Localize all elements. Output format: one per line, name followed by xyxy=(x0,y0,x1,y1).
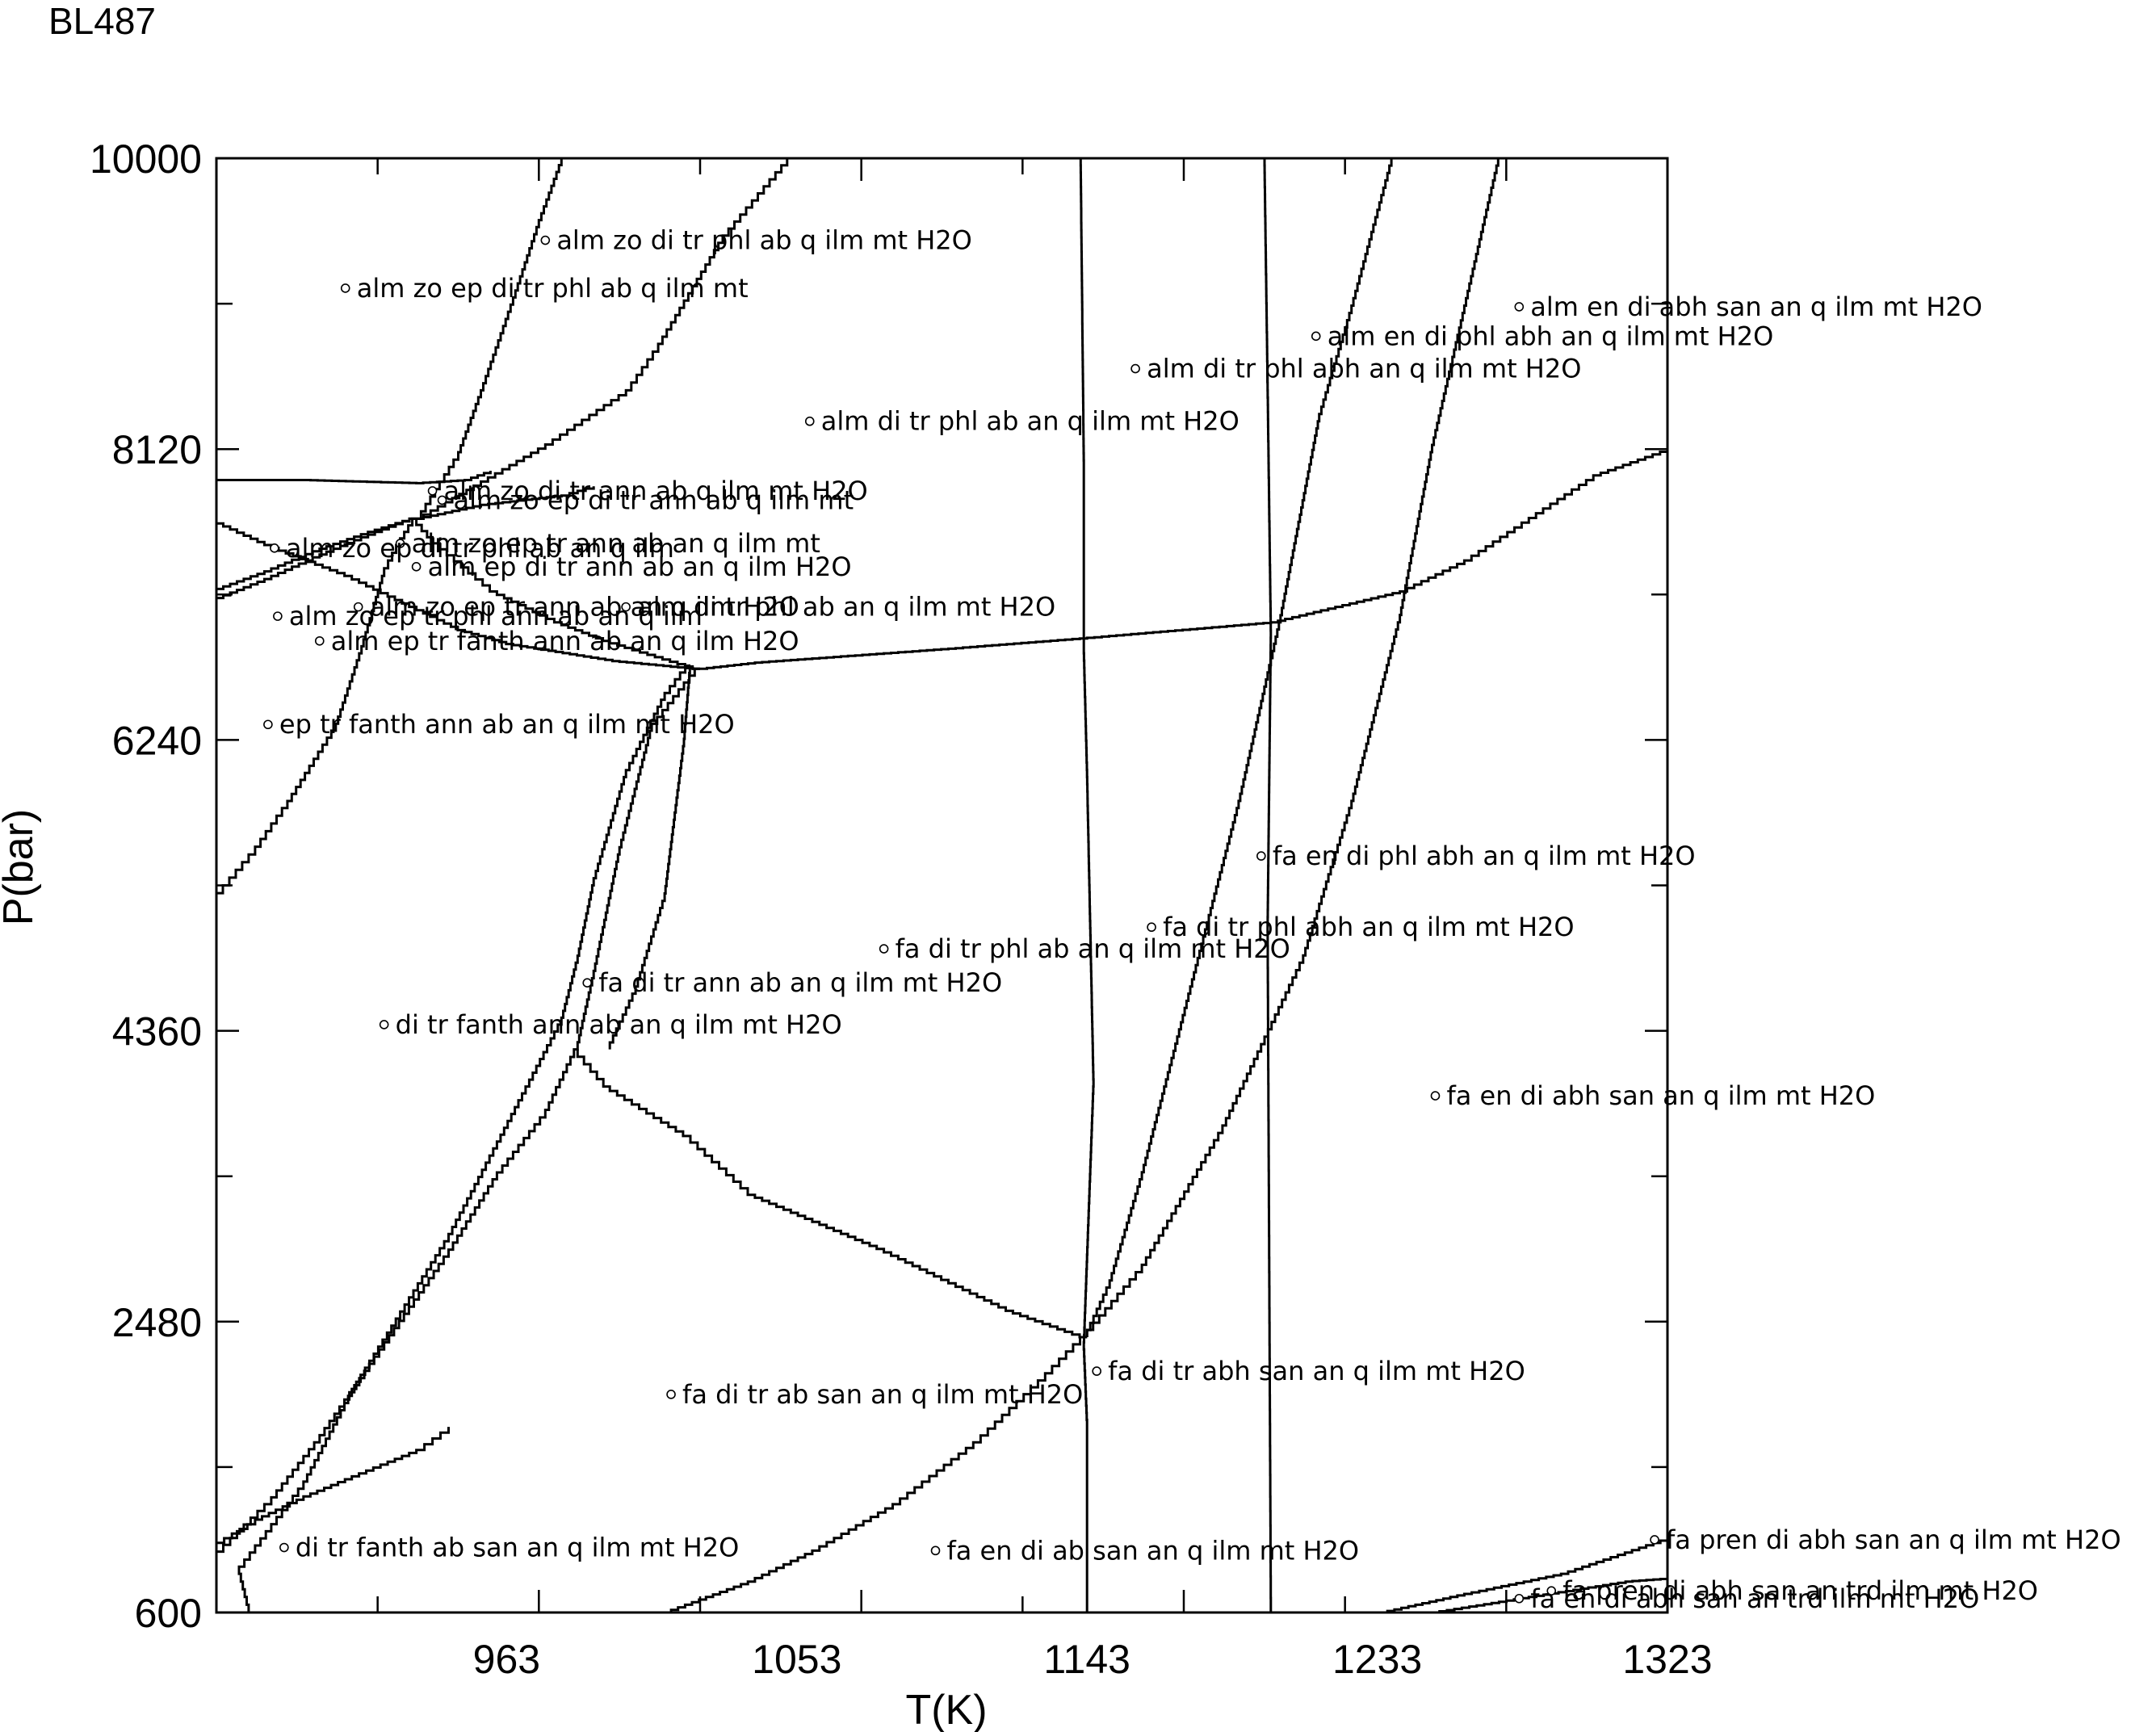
phase-boundary xyxy=(1085,158,1500,1337)
x-tick-label: 1053 xyxy=(752,1637,841,1682)
field-label: alm zo ep di tr ann ab q ilm mt xyxy=(454,484,854,515)
field-marker xyxy=(411,562,422,572)
field-marker xyxy=(1311,331,1321,342)
phase-boundary xyxy=(1085,158,1394,1337)
field-label: fa en di phl abh an q ilm mt H2O xyxy=(1273,841,1696,871)
field-label: alm zo di tr phl ab q ilm mt H2O xyxy=(556,225,972,256)
y-tick-label: 10000 xyxy=(90,136,202,182)
field-marker xyxy=(340,283,350,293)
phase-boundary xyxy=(1263,158,1273,1612)
field-marker xyxy=(1430,1091,1441,1101)
phase-boundary xyxy=(416,158,563,520)
field-marker xyxy=(1256,851,1266,861)
field-label: fa di tr ann ab an q ilm mt H2O xyxy=(598,967,1002,998)
field-marker xyxy=(930,1545,941,1556)
field-labels: alm zo di tr phl ab q ilm mt H2O alm zo e… xyxy=(263,225,2121,1614)
field-marker xyxy=(1546,1586,1557,1596)
field-marker xyxy=(1514,302,1525,312)
phase-boundary xyxy=(415,518,700,670)
field-label: alm en di abh san an q ilm mt H2O xyxy=(1530,291,1982,322)
y-axis-label: P(bar) xyxy=(0,809,42,925)
field-marker xyxy=(1130,363,1140,374)
field-label: alm zo ep tr phl ann ab an q ilm xyxy=(289,601,703,631)
phase-boundary xyxy=(216,517,417,901)
field-label: fa en di ab san an q ilm mt H2O xyxy=(947,1535,1360,1566)
field-label: fa di tr abh san an q ilm mt H2O xyxy=(1108,1356,1525,1386)
field-label: fa di tr phl abh an q ilm mt H2O xyxy=(1163,912,1575,942)
phase-boundary xyxy=(216,471,492,484)
field-marker xyxy=(540,235,551,245)
field-label: fa en di abh san an trd ilm mt H2O xyxy=(1530,1583,1979,1614)
field-label: fa di tr ab san an q ilm mt H2O xyxy=(682,1379,1083,1410)
field-marker xyxy=(395,539,405,548)
x-axis-label: T(K) xyxy=(905,1687,987,1732)
field-label: di tr fanth ann ab an q ilm mt H2O xyxy=(396,1009,842,1040)
field-marker xyxy=(582,978,593,988)
field-label: alm di tr phl ab an q ilm mt H2O xyxy=(637,592,1055,623)
field-marker xyxy=(379,1020,389,1030)
y-tick-label: 600 xyxy=(135,1591,202,1636)
field-marker xyxy=(437,495,447,505)
tick-labels: 963 1053 1143 1233 1323 600 2480 4360 6240 8120 10… xyxy=(90,136,1713,1682)
field-marker xyxy=(273,611,283,621)
y-tick-label: 8120 xyxy=(112,427,202,472)
phase-boundary xyxy=(216,1427,450,1545)
field-marker xyxy=(879,944,889,954)
y-tick-label: 2480 xyxy=(112,1300,202,1345)
field-marker xyxy=(666,1390,676,1399)
field-marker xyxy=(279,1542,289,1553)
field-marker xyxy=(1650,1535,1659,1545)
field-marker xyxy=(1147,922,1156,933)
axis-ticks xyxy=(216,158,1667,1612)
field-label: fa pren di abh san an trd ilm mt H2O xyxy=(1562,1575,2038,1606)
field-label: fa pren di abh san an q ilm mt H2O xyxy=(1666,1524,2121,1555)
phase-boundary xyxy=(669,1336,1088,1612)
x-tick-label: 1233 xyxy=(1332,1637,1422,1682)
field-label: alm zo di tr ann ab q ilm mt H2O xyxy=(444,476,868,506)
x-tick-label: 963 xyxy=(473,1637,540,1682)
field-marker xyxy=(1092,1366,1101,1376)
field-label: alm ep tr fanth ann ab an q ilm H2O xyxy=(331,626,799,656)
field-label: alm zo ep di tr phl ab an q ilm xyxy=(286,533,674,564)
field-label: alm zo ep tr ann ab an q ilm mt xyxy=(412,528,820,559)
y-tick-label: 4360 xyxy=(112,1009,202,1055)
x-tick-label: 1323 xyxy=(1622,1637,1712,1682)
field-label: alm ep di tr ann ab an q ilm H2O xyxy=(428,551,852,582)
field-label: fa en di abh san an q ilm mt H2O xyxy=(1446,1080,1875,1111)
field-label: di tr fanth ab san an q ilm mt H2O xyxy=(296,1533,739,1563)
field-label: alm zo ep di tr phl ab q ilm mt xyxy=(357,273,749,304)
field-marker xyxy=(263,719,273,730)
phase-boundary xyxy=(576,1049,1088,1339)
field-marker xyxy=(353,602,363,612)
field-marker xyxy=(427,486,438,496)
field-marker xyxy=(314,635,325,646)
field-label: alm en di phl abh an q ilm mt H2O xyxy=(1328,321,1774,351)
field-label: ep tr fanth ann ab an q ilm mt H2O xyxy=(279,709,735,740)
field-marker xyxy=(270,543,279,553)
x-tick-label: 1143 xyxy=(1043,1637,1130,1682)
phase-boundary xyxy=(1380,1538,1667,1612)
phase-boundaries xyxy=(216,158,1667,1612)
phase-boundary xyxy=(416,486,595,520)
phase-boundary xyxy=(608,664,691,1050)
phase-boundary xyxy=(700,449,1667,670)
field-label: alm di tr phl ab an q ilm mt H2O xyxy=(821,406,1239,437)
field-marker xyxy=(621,602,631,612)
sample-label: BL487 xyxy=(48,0,156,42)
field-marker xyxy=(804,416,815,426)
phase-boundary xyxy=(216,520,700,670)
phase-boundary xyxy=(216,517,417,601)
phase-boundary xyxy=(1079,158,1095,1612)
phase-boundary xyxy=(237,664,690,1612)
field-label: fa di tr phl ab an q ilm mt H2O xyxy=(896,933,1290,964)
field-marker xyxy=(1514,1593,1525,1604)
field-label: alm zo ep tr ann ab an q ilm H2O xyxy=(370,592,799,623)
y-tick-label: 6240 xyxy=(112,718,202,763)
phase-boundary xyxy=(216,667,700,1558)
phase-boundary xyxy=(416,158,789,520)
field-label: alm di tr phl abh an q ilm mt H2O xyxy=(1147,354,1581,384)
